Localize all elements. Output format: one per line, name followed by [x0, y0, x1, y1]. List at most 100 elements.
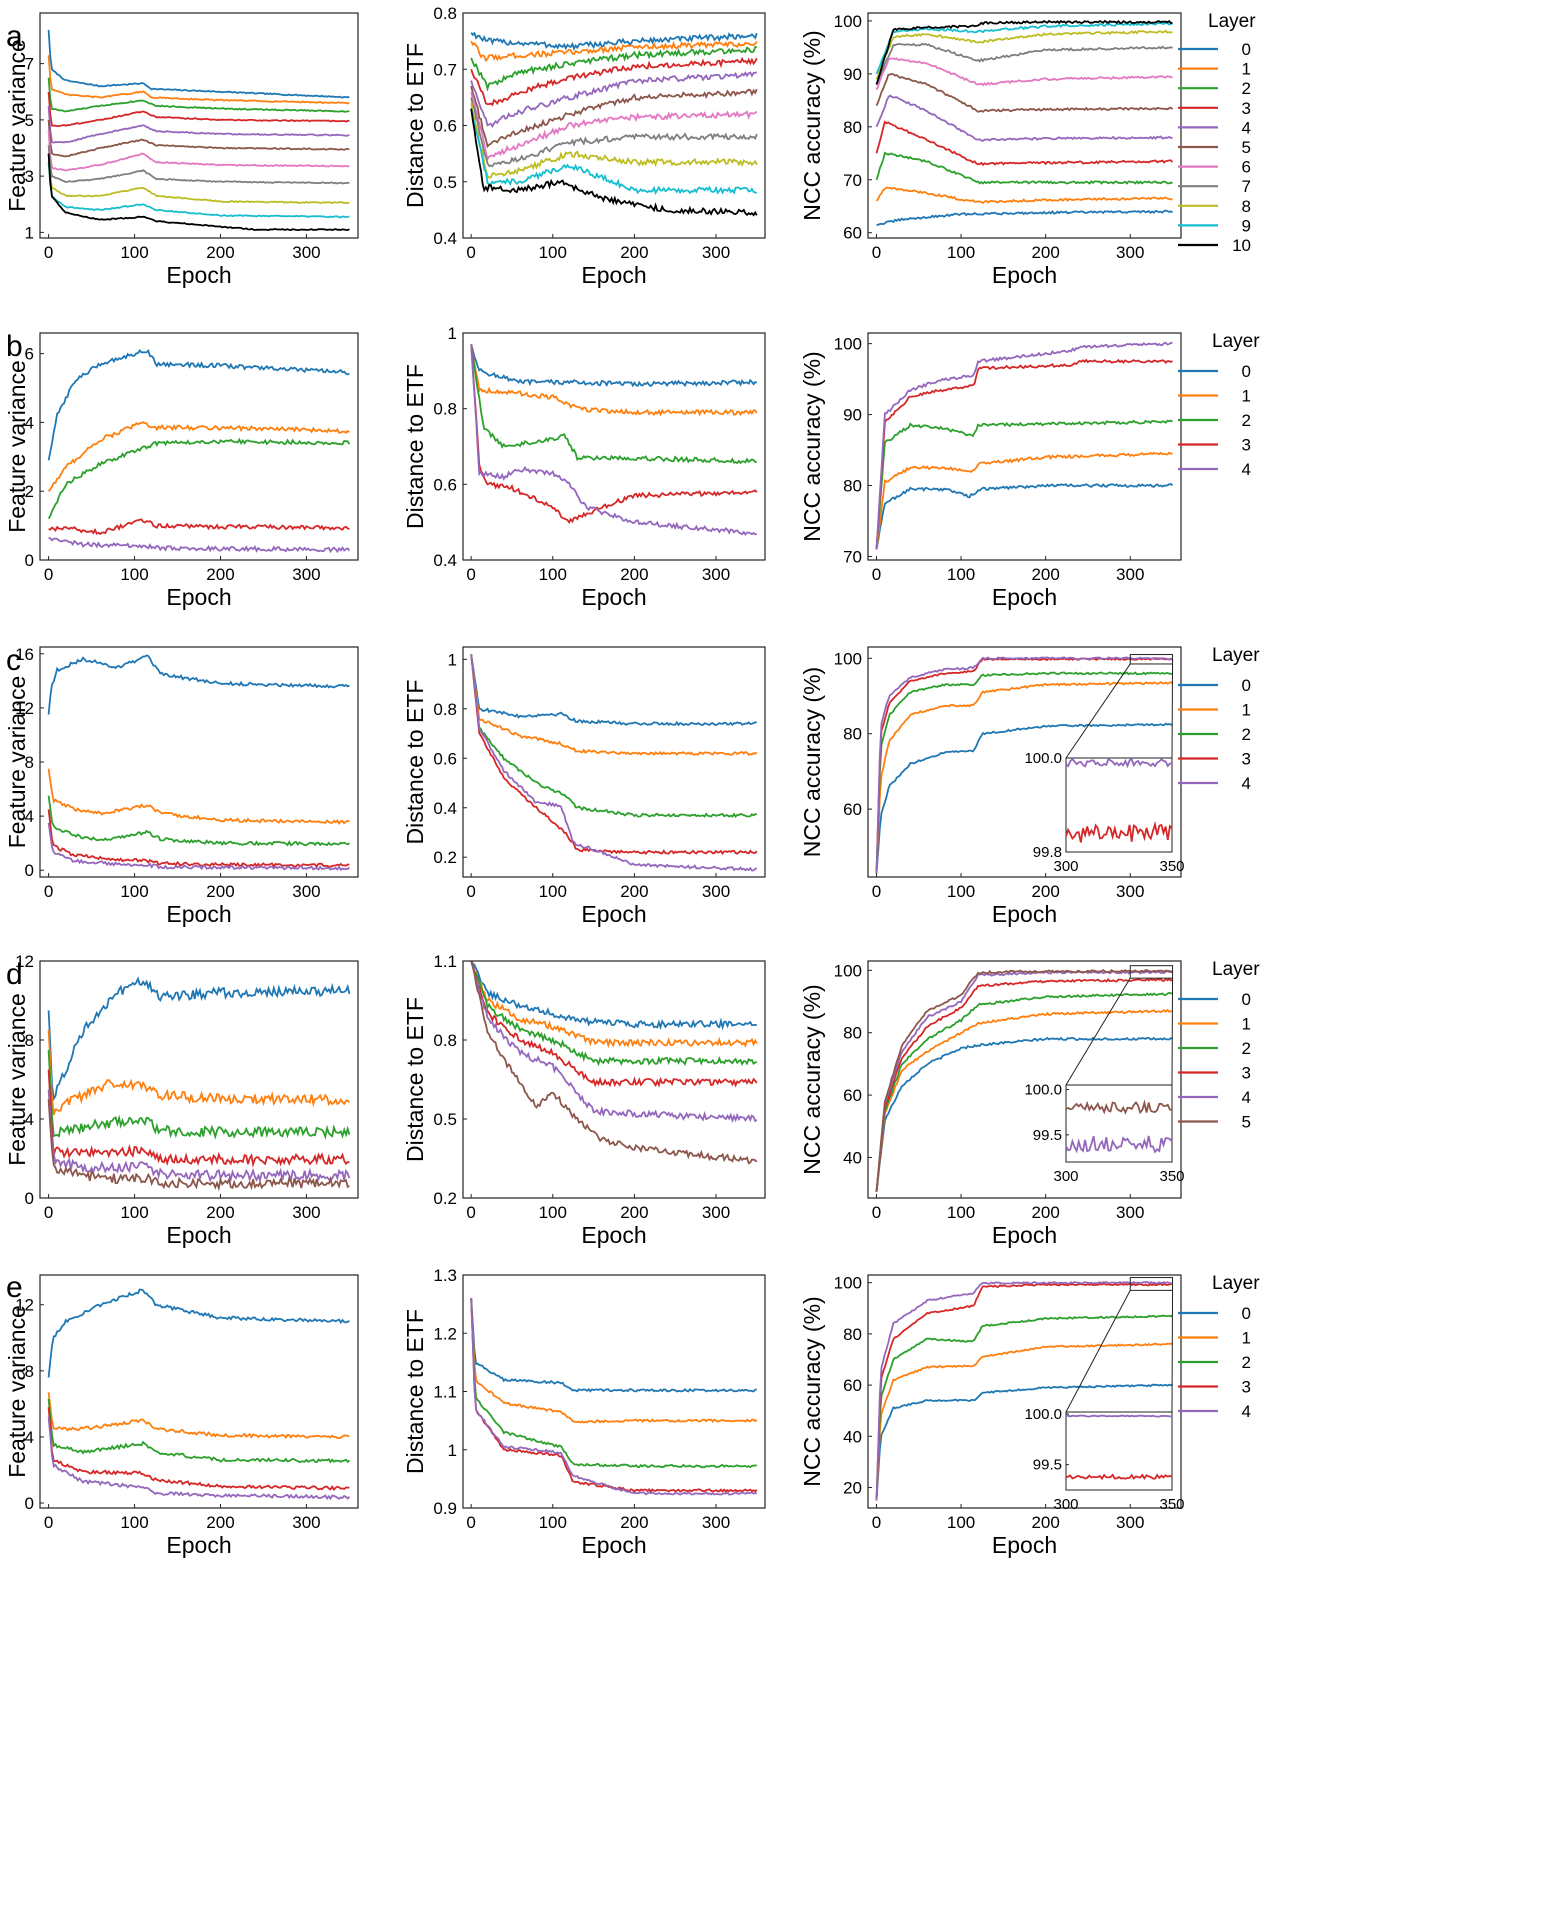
axes-frame	[462, 960, 766, 1199]
legend-label-layer-8: 8	[1242, 197, 1251, 216]
x-tick-label: 100	[120, 882, 148, 901]
y-axis-label: Feature variance	[4, 1305, 30, 1478]
legend-label-layer-0: 0	[1242, 40, 1251, 59]
x-tick-label: 300	[292, 882, 320, 901]
series-line-layer-6	[470, 91, 758, 162]
series-line-layer-0	[470, 961, 758, 1031]
legend-label-layer-2: 2	[1242, 79, 1251, 98]
y-tick-label: 1	[448, 650, 457, 669]
y-tick-label: 0.4	[433, 551, 457, 570]
series-line-layer-9	[470, 108, 758, 196]
series-line-layer-1	[470, 654, 758, 756]
y-tick-label: 8	[25, 753, 34, 772]
series-line-layer-2	[470, 46, 757, 92]
y-axis-label: Distance to ETF	[402, 997, 428, 1162]
series-line-layer-1	[875, 451, 1173, 550]
series-line-layer-3	[875, 358, 1173, 550]
panel-b-2: 0 100 200 300 0.4 0.6 0.8 1 Epoch Distance to ETF	[402, 324, 766, 610]
y-axis-label: Feature variance	[4, 360, 30, 533]
y-tick-label: 0.6	[433, 475, 457, 494]
series-line-layer-1	[47, 768, 350, 825]
x-tick-label: 300	[1116, 1203, 1144, 1222]
x-tick-label: 300	[1116, 882, 1144, 901]
x-tick-label: 100	[947, 1513, 975, 1532]
zoom-box	[1129, 965, 1174, 979]
inset-y-tick-label: 100.0	[1024, 750, 1062, 767]
inset-zoom: 300 350 99.5 100.0	[1024, 1277, 1185, 1513]
x-tick-label: 200	[620, 882, 648, 901]
x-axis-label: Epoch	[166, 901, 231, 927]
series-line-layer-3	[875, 1282, 1173, 1501]
series-line-layer-4	[470, 1298, 758, 1496]
x-tick-label: 100	[120, 243, 148, 262]
legend-title: Layer	[1212, 645, 1260, 666]
panel-a-3: 0 100 200 300 60 70 80 90 100 Epoch NCC accuracy (…	[799, 12, 1182, 288]
x-axis-label: Epoch	[581, 901, 646, 927]
x-tick-label: 100	[539, 882, 567, 901]
x-axis-label: Epoch	[992, 901, 1057, 927]
y-tick-label: 0.4	[433, 799, 457, 818]
series-line-layer-3	[47, 1069, 350, 1168]
x-tick-label: 300	[292, 565, 320, 584]
axes-frame	[867, 332, 1182, 561]
series-line-layer-3	[48, 518, 350, 535]
series-line-layer-3	[47, 91, 350, 127]
legend-label-layer-3: 3	[1242, 1378, 1251, 1397]
series-line-layer-10	[875, 19, 1173, 85]
y-tick-label: 60	[843, 224, 862, 243]
axes-frame	[462, 646, 766, 878]
legend-label-layer-9: 9	[1242, 216, 1251, 235]
y-tick-label: 12	[15, 1296, 34, 1315]
x-tick-label: 200	[1031, 1513, 1059, 1532]
x-tick-label: 300	[292, 243, 320, 262]
plot-area	[47, 976, 351, 1192]
legend-label-layer-10: 10	[1232, 236, 1251, 255]
axes-frame	[867, 1274, 1182, 1509]
series-line-layer-0	[47, 976, 351, 1102]
series-line-layer-5	[875, 72, 1174, 113]
x-tick-label: 0	[872, 243, 881, 262]
legend-label-layer-1: 1	[1242, 1015, 1251, 1034]
x-tick-label: 100	[120, 1203, 148, 1222]
series-line-layer-3	[875, 120, 1174, 167]
axes-frame	[39, 12, 359, 239]
series-line-layer-3	[875, 977, 1173, 1192]
legend-label-layer-6: 6	[1242, 158, 1251, 177]
plot-area	[470, 654, 758, 872]
series-line-layer-8	[470, 102, 758, 179]
inset-y-tick-label: 99.5	[1033, 1127, 1062, 1144]
axes-frame	[462, 332, 766, 561]
series-line-layer-5	[47, 119, 350, 158]
panel-d-1: 0 100 200 300 0 4 8 12 Epoch Feature variance	[4, 952, 359, 1248]
y-axis-label: Distance to ETF	[402, 364, 428, 529]
series-line-layer-2	[875, 419, 1173, 550]
y-tick-label: 0	[25, 551, 34, 570]
x-tick-label: 200	[206, 565, 234, 584]
legend-label-layer-3: 3	[1242, 1064, 1251, 1083]
y-axis-label: Distance to ETF	[402, 680, 428, 845]
y-axis-label: NCC accuracy (%)	[799, 351, 825, 541]
y-tick-label: 4	[25, 413, 34, 432]
x-tick-label: 200	[1031, 1203, 1059, 1222]
plot-area	[47, 349, 351, 554]
series-line-layer-1	[470, 1298, 758, 1424]
y-tick-label: 100	[834, 12, 862, 31]
series-line-layer-1	[47, 421, 350, 492]
x-tick-label: 0	[466, 1513, 475, 1532]
series-line-layer-7	[47, 145, 350, 185]
series-line-layer-4	[875, 1281, 1173, 1501]
axes-frame	[39, 960, 359, 1199]
legend-title: Layer	[1212, 1273, 1260, 1294]
series-line-layer-1	[875, 681, 1174, 874]
y-tick-label: 100	[834, 649, 862, 668]
series-line-layer-2	[47, 1398, 350, 1464]
series-line-layer-3	[470, 56, 758, 107]
series-line-layer-0	[875, 483, 1174, 550]
series-line-layer-1	[47, 55, 350, 105]
series-line-layer-2	[47, 77, 350, 113]
y-tick-label: 80	[843, 477, 862, 496]
panel-d-2: 0 100 200 300 0.2 0.5 0.8 1.1 Epoch Distance to E…	[402, 952, 766, 1248]
x-tick-label: 0	[44, 243, 53, 262]
